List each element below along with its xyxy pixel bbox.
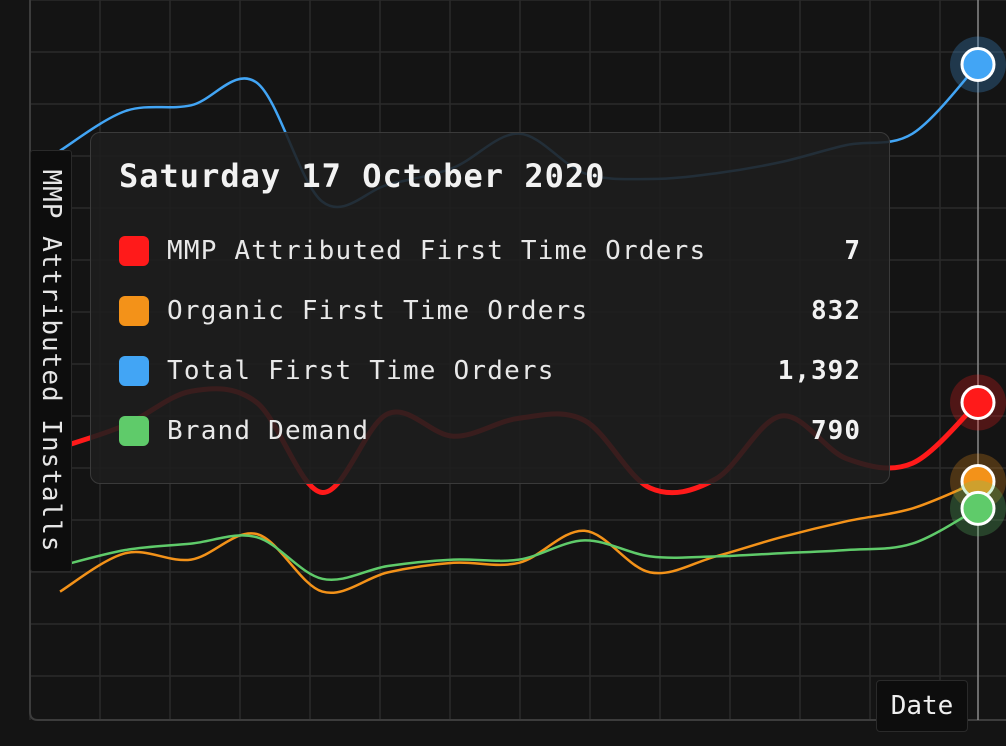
tooltip-row: Total First Time Orders 1,392 [119,341,861,401]
chart-axis [29,0,1006,721]
tooltip-series-value: 1,392 [777,356,861,386]
y-axis-label: MMP Attributed Installs [30,150,72,572]
tooltip-row: Organic First Time Orders 832 [119,281,861,341]
tooltip-series-name: Brand Demand [167,416,370,446]
tooltip-series-value: 832 [811,296,861,326]
x-axis-label: Date [876,680,968,732]
tooltip-series-name: MMP Attributed First Time Orders [167,236,707,266]
hover-marker-point [960,47,996,83]
tooltip-series-value: 7 [844,236,861,266]
hover-tooltip: Saturday 17 October 2020 MMP Attributed … [90,132,890,484]
tooltip-series-name: Total First Time Orders [167,356,555,386]
hover-markers [950,36,1006,537]
tooltip-row: MMP Attributed First Time Orders 7 [119,221,861,281]
y-axis-label-text: MMP Attributed Installs [36,169,66,553]
series-line [59,480,979,595]
legend-swatch [119,236,149,266]
series-line [59,507,979,581]
legend-swatch [119,356,149,386]
hover-marker-point [960,385,996,420]
tooltip-title: Saturday 17 October 2020 [119,157,606,195]
tooltip-series-name: Organic First Time Orders [167,296,589,326]
legend-swatch [119,296,149,326]
hover-marker-point [960,490,996,526]
tooltip-row: Brand Demand 790 [119,401,861,461]
legend-swatch [119,416,149,446]
tooltip-series-value: 790 [811,416,861,446]
